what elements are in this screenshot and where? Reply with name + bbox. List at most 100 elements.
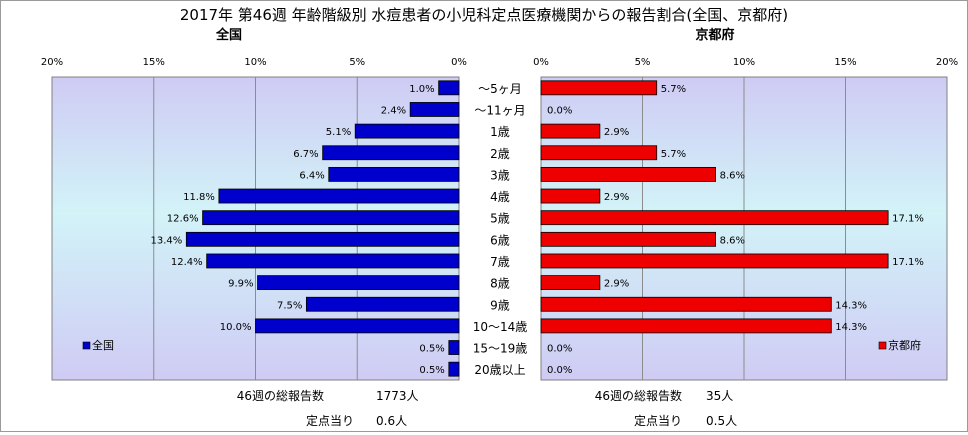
national-total-value: 1773人 <box>376 389 419 403</box>
kyoto-value-label: 8.6% <box>720 235 745 246</box>
right-panel-title: 京都府 <box>695 27 734 43</box>
national-bar <box>206 253 460 269</box>
left-legend: 全国 <box>82 338 114 352</box>
kyoto-bar <box>540 231 716 247</box>
national-bar <box>218 188 460 204</box>
national-value-label: 7.5% <box>277 300 302 311</box>
left-tick-label: 10% <box>244 57 266 68</box>
category-label: 15～19歳 <box>473 342 528 356</box>
kyoto-bar <box>540 123 601 139</box>
right-tick-label: 5% <box>635 57 651 68</box>
left-panel-title: 全国 <box>215 27 242 43</box>
left-tick-label: 0% <box>451 57 467 68</box>
national-bar <box>354 123 460 139</box>
left-tick-label: 15% <box>143 57 165 68</box>
right-tick-label: 10% <box>733 57 755 68</box>
kyoto-value-label: 5.7% <box>661 84 686 95</box>
right-legend: 京都府 <box>878 338 921 352</box>
national-total-label: 46週の総報告数 <box>237 388 324 403</box>
right-tick-labels: 0% 5% 10% 15% 20% <box>533 57 958 68</box>
kyoto-bar <box>540 166 716 182</box>
national-bar <box>185 231 460 247</box>
category-label: 5歳 <box>490 212 510 226</box>
national-value-label: 9.9% <box>228 279 253 290</box>
kyoto-value-label: 14.3% <box>835 322 867 333</box>
national-bar <box>409 102 460 117</box>
category-label: 2歳 <box>490 147 510 161</box>
kyoto-value-label: 17.1% <box>892 214 924 225</box>
category-label: ～11ヶ月 <box>474 103 525 117</box>
national-value-label: 10.0% <box>220 322 252 333</box>
kyoto-bar <box>540 318 832 334</box>
national-bar <box>438 80 460 96</box>
national-bar <box>255 318 460 334</box>
national-value-label: 1.0% <box>409 84 434 95</box>
category-label: 10～14歳 <box>473 320 528 334</box>
national-value-label: 11.8% <box>183 192 215 203</box>
kyoto-bar <box>540 80 658 96</box>
left-bars <box>185 80 460 377</box>
kyoto-bar <box>540 253 889 269</box>
category-label: 1歳 <box>490 125 510 139</box>
national-bar <box>257 275 460 291</box>
left-data-labels: 1.0%2.4% 5.1% 6.7% 6.4% 11.8% 12.6% 13.4% 12.4%… <box>151 84 445 376</box>
kyoto-bar <box>540 145 658 161</box>
national-value-label: 6.4% <box>299 170 324 181</box>
category-label: 20歳以上 <box>474 363 525 377</box>
left-legend-swatch <box>82 341 91 350</box>
category-label: 9歳 <box>490 298 510 312</box>
chart-title: 2017年 第46週 年齢階級別 水痘患者の小児科定点医療機関からの報告割合(全… <box>180 6 788 24</box>
national-value-label: 0.5% <box>419 365 444 376</box>
kyoto-value-label: 0.0% <box>547 105 572 116</box>
national-value-label: 12.4% <box>171 257 203 268</box>
category-label: 4歳 <box>490 190 510 204</box>
kyoto-value-label: 0.0% <box>547 344 572 355</box>
footer-kyoto: 46週の総報告数 35人 定点当り 0.5人 <box>595 388 737 428</box>
national-value-label: 13.4% <box>151 235 183 246</box>
national-value-label: 0.5% <box>419 344 444 355</box>
category-labels: ～5ヶ月 ～11ヶ月 1歳 2歳 3歳 4歳 5歳 6歳 7歳 8歳 9歳 10～14歳 15～19歳 2… <box>473 82 528 377</box>
kyoto-bar <box>540 296 832 312</box>
kyoto-bar <box>540 188 601 204</box>
left-tick-label: 5% <box>349 57 365 68</box>
national-value-label: 5.1% <box>326 127 351 138</box>
right-bars <box>540 80 889 334</box>
category-label: 7歳 <box>490 255 510 269</box>
category-label: 6歳 <box>490 233 510 247</box>
kyoto-value-label: 14.3% <box>835 300 867 311</box>
national-per-label: 定点当り <box>306 413 354 428</box>
national-bar <box>202 210 460 226</box>
national-bar <box>322 145 460 161</box>
kyoto-value-label: 2.9% <box>604 127 629 138</box>
right-tick-label: 20% <box>936 57 958 68</box>
category-label: ～5ヶ月 <box>478 82 522 96</box>
right-tick-label: 15% <box>834 57 856 68</box>
category-label: 3歳 <box>490 168 510 182</box>
right-tick-label: 0% <box>533 57 549 68</box>
kyoto-value-label: 8.6% <box>720 170 745 181</box>
kyoto-bar <box>540 275 601 291</box>
kyoto-value-label: 2.9% <box>604 192 629 203</box>
national-bar <box>328 166 460 182</box>
kyoto-value-label: 2.9% <box>604 279 629 290</box>
kyoto-per-label: 定点当り <box>634 413 682 428</box>
kyoto-total-label: 46週の総報告数 <box>595 388 682 403</box>
kyoto-value-label: 0.0% <box>547 365 572 376</box>
national-value-label: 2.4% <box>381 105 406 116</box>
national-bar <box>305 296 460 312</box>
national-bar <box>448 361 460 377</box>
national-value-label: 12.6% <box>167 214 199 225</box>
left-legend-label: 全国 <box>92 338 114 352</box>
right-data-labels: 5.7% 0.0% 2.9% 5.7% 8.6% 2.9% 17.1% 8.6% 17.1% 2.… <box>547 84 924 376</box>
kyoto-per-value: 0.5人 <box>706 414 737 428</box>
footer-national: 46週の総報告数 1773人 定点当り 0.6人 <box>237 388 419 428</box>
kyoto-bar <box>540 210 889 226</box>
right-legend-label: 京都府 <box>888 338 921 352</box>
national-value-label: 6.7% <box>293 149 318 160</box>
kyoto-value-label: 17.1% <box>892 257 924 268</box>
kyoto-value-label: 5.7% <box>661 149 686 160</box>
national-bar <box>448 340 460 355</box>
category-label: 8歳 <box>490 277 510 291</box>
